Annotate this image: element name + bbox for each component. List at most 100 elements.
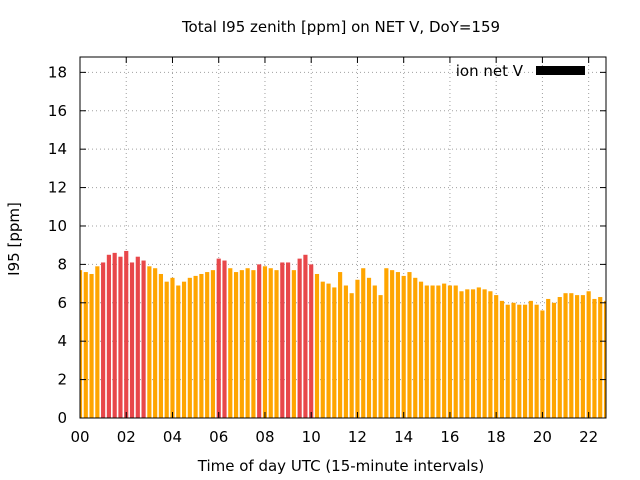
bar — [332, 287, 337, 418]
x-tick-label: 12 — [348, 428, 367, 446]
bar — [528, 300, 533, 418]
bar — [361, 268, 366, 418]
bar — [395, 272, 400, 418]
legend-label: ion net V — [456, 62, 524, 80]
bar — [430, 285, 435, 418]
bar — [603, 300, 606, 418]
bar — [210, 270, 216, 418]
y-axis-label: I95 [ppm] — [5, 202, 23, 276]
bar — [557, 297, 562, 418]
y-tick-label: 16 — [48, 102, 67, 120]
bar — [586, 291, 591, 418]
x-axis-label: Time of day UTC (15-minute intervals) — [197, 457, 484, 475]
bar — [309, 264, 314, 418]
x-tick-label: 16 — [440, 428, 459, 446]
bar — [522, 304, 528, 418]
bar — [499, 300, 505, 418]
bar — [343, 285, 348, 418]
legend: ion net V — [456, 62, 585, 80]
y-tick-label: 0 — [57, 409, 67, 427]
bar — [291, 270, 296, 418]
bar — [95, 266, 100, 418]
bar — [418, 281, 424, 418]
bar — [407, 272, 412, 418]
x-tick-label: 22 — [579, 428, 598, 446]
bar — [239, 270, 244, 418]
bar — [534, 304, 539, 418]
bar — [245, 268, 250, 418]
y-tick-label: 2 — [57, 371, 67, 389]
bar — [124, 250, 129, 418]
bar — [505, 304, 510, 418]
bar — [141, 260, 146, 418]
bar — [413, 277, 418, 418]
bar — [470, 289, 476, 418]
bar — [482, 289, 487, 418]
bar — [569, 293, 574, 418]
x-tick-label: 00 — [70, 428, 89, 446]
y-tick-label: 12 — [48, 179, 67, 197]
bar — [170, 277, 175, 418]
bar — [465, 289, 470, 418]
bar — [83, 272, 88, 418]
chart-title: Total I95 zenith [ppm] on NET V, DoY=159 — [181, 18, 500, 36]
bar — [517, 304, 522, 418]
bar — [257, 264, 262, 418]
x-tick-label: 08 — [255, 428, 274, 446]
bar — [158, 273, 164, 418]
bar — [181, 281, 187, 418]
y-tick-label: 6 — [57, 294, 67, 312]
bar — [135, 256, 140, 418]
bar — [251, 270, 256, 418]
bar — [222, 260, 227, 418]
bar — [262, 266, 268, 418]
x-tick-label: 04 — [163, 428, 182, 446]
bar — [372, 285, 377, 418]
bar — [598, 297, 603, 418]
bar — [176, 285, 181, 418]
bar — [453, 285, 458, 418]
y-tick-label: 8 — [57, 255, 67, 273]
bar — [89, 273, 94, 418]
bar — [297, 258, 302, 418]
bar — [118, 256, 123, 418]
bar — [112, 252, 117, 418]
bar — [320, 281, 325, 418]
bar — [355, 279, 360, 418]
bar — [442, 283, 447, 418]
bar — [546, 298, 551, 418]
bar — [268, 268, 273, 418]
bar — [551, 302, 557, 418]
y-tick-label: 10 — [48, 217, 67, 235]
bar — [153, 268, 158, 418]
plot-frame — [79, 56, 607, 419]
legend-swatch — [536, 66, 585, 75]
bar — [580, 295, 585, 418]
bar — [592, 298, 597, 418]
x-tick-label: 18 — [487, 428, 506, 446]
bar — [511, 302, 516, 418]
bar — [459, 291, 464, 418]
bar — [390, 270, 395, 418]
bar — [274, 270, 279, 418]
y-tick-label: 18 — [48, 63, 67, 81]
bar — [314, 273, 320, 418]
bar — [540, 310, 545, 418]
bars-layer — [80, 250, 606, 418]
bar — [378, 295, 383, 418]
y-tick-label: 14 — [48, 140, 67, 158]
bar — [488, 291, 493, 418]
x-tick-label: 14 — [394, 428, 413, 446]
bar — [228, 268, 233, 418]
x-tick-label: 20 — [533, 428, 552, 446]
bar — [384, 268, 389, 418]
bar — [424, 285, 429, 418]
bar — [326, 283, 331, 418]
bar — [106, 254, 111, 418]
ticks-layer — [79, 57, 606, 419]
bar — [147, 266, 152, 418]
bar — [436, 285, 441, 418]
